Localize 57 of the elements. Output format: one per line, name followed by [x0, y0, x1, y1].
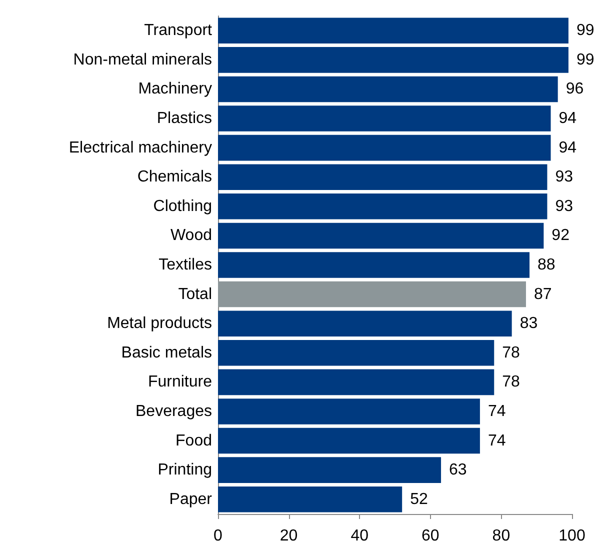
- data-label: 78: [502, 344, 520, 362]
- y-tick-label: Beverages: [136, 402, 212, 420]
- data-label: 87: [534, 286, 552, 303]
- y-tick-label: Food: [176, 432, 212, 450]
- y-tick-label: Printing: [158, 462, 212, 479]
- data-label: 92: [552, 227, 570, 244]
- bar: [218, 252, 530, 278]
- bar: [218, 310, 512, 336]
- y-tick-label: Basic metals: [121, 344, 212, 362]
- data-label: 93: [555, 198, 574, 215]
- bar: [218, 428, 480, 454]
- y-tick-label: Plastics: [156, 110, 212, 128]
- bar: [218, 486, 402, 512]
- x-tick-label: 20: [280, 528, 298, 544]
- y-tick-label: Paper: [169, 490, 213, 508]
- data-label: 94: [558, 110, 577, 128]
- bar: [218, 134, 551, 161]
- bar: [218, 398, 480, 424]
- x-tick-label: 60: [422, 528, 440, 544]
- data-label: 88: [538, 256, 556, 274]
- y-tick-label: Furniture: [148, 374, 212, 391]
- data-label: 99: [576, 22, 594, 40]
- data-label: 93: [555, 168, 574, 186]
- bar: [218, 369, 494, 396]
- y-tick-label: Non-metal minerals: [73, 51, 212, 68]
- y-tick-label: Machinery: [138, 80, 212, 98]
- y-tick-label: Metal products: [107, 315, 212, 332]
- bar: [218, 106, 551, 132]
- data-label: 94: [558, 139, 577, 156]
- x-tick-label: 0: [214, 528, 223, 544]
- y-tick-label: Transport: [144, 22, 213, 40]
- y-tick-label: Wood: [170, 227, 212, 244]
- bar: [218, 76, 558, 102]
- data-label: 99: [576, 51, 594, 68]
- bar: [218, 457, 442, 483]
- data-label: 74: [488, 432, 506, 450]
- y-tick-label: Clothing: [153, 198, 212, 215]
- bar: [218, 222, 544, 249]
- data-label: 74: [488, 402, 506, 420]
- y-tick-label: Chemicals: [137, 168, 212, 186]
- y-tick-label: Total: [178, 286, 212, 303]
- bar: [218, 281, 526, 308]
- x-tick-label: 80: [492, 528, 510, 544]
- data-label: 96: [566, 80, 584, 98]
- bar: [218, 18, 568, 44]
- bar: [218, 164, 548, 190]
- bar: [218, 194, 548, 220]
- x-tick-label: 40: [350, 528, 369, 544]
- data-label: 78: [502, 374, 520, 391]
- x-tick-label: 100: [558, 528, 586, 544]
- data-label: 83: [520, 315, 538, 332]
- bar: [218, 340, 494, 366]
- data-label: 63: [449, 462, 467, 479]
- data-label: 52: [410, 490, 428, 508]
- y-tick-label: Electrical machinery: [68, 139, 212, 156]
- y-tick-label: Textiles: [158, 256, 212, 274]
- bar: [218, 47, 568, 73]
